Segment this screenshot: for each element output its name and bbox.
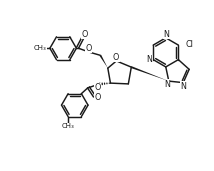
Text: N: N (164, 30, 169, 39)
Text: O: O (95, 83, 101, 92)
Text: O: O (85, 44, 92, 53)
Text: Cl: Cl (185, 40, 193, 49)
Text: N: N (180, 82, 186, 91)
Text: N: N (164, 80, 170, 89)
Text: N: N (146, 55, 152, 64)
Text: CH₃: CH₃ (62, 123, 74, 129)
Text: O: O (94, 93, 100, 102)
Text: O: O (113, 53, 119, 62)
Polygon shape (131, 66, 169, 81)
Text: CH₃: CH₃ (34, 45, 46, 51)
Text: O: O (81, 30, 88, 39)
Polygon shape (100, 55, 108, 68)
